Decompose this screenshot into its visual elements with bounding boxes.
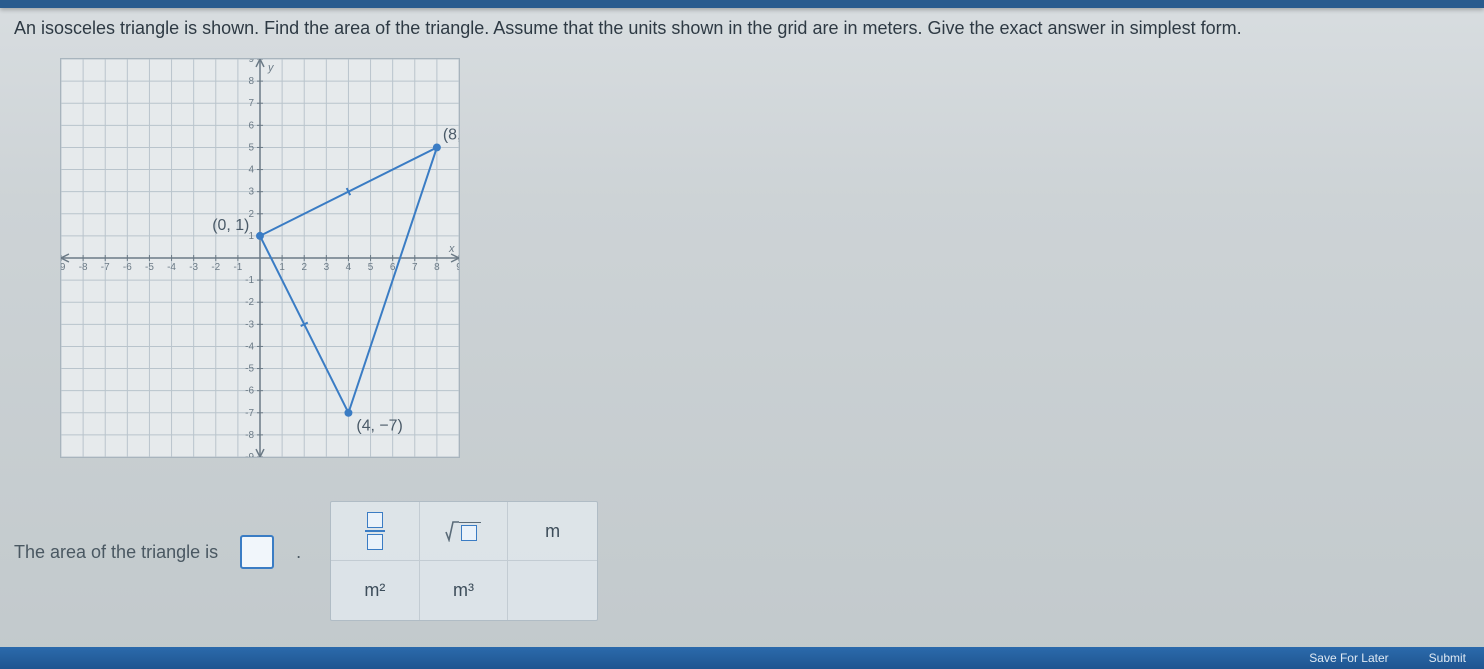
palette-m[interactable]: m [508,502,597,561]
svg-text:(4, −7): (4, −7) [356,418,402,435]
palette-m2[interactable]: m² [331,561,420,620]
palette-fraction[interactable] [331,502,420,561]
svg-text:-5: -5 [145,262,154,273]
svg-text:(0, 1): (0, 1) [212,217,249,234]
answer-label-before: The area of the triangle is [14,542,218,563]
svg-text:9: 9 [248,59,254,65]
coordinate-graph: -9 -8 -7 -6 -5 -4 -3 -2 -1 1 2 3 4 5 6 7 8 9 -9 -8 -7 -6 -5 -4 -… [60,58,460,458]
svg-text:-8: -8 [79,262,88,273]
graph-svg: -9 -8 -7 -6 -5 -4 -3 -2 -1 1 2 3 4 5 6 7 8 9 -9 -8 -7 -6 -5 -4 -… [61,59,459,457]
palette-blank [508,561,597,620]
answer-label-after: . [296,542,301,563]
svg-text:1: 1 [248,231,254,242]
symbol-palette: m m² m³ [330,501,598,621]
answer-input[interactable] [240,535,274,569]
radical-icon [445,520,459,542]
fraction-bar-icon [365,530,385,532]
svg-text:3: 3 [248,187,254,198]
svg-text:-3: -3 [245,319,254,330]
svg-text:1: 1 [279,262,285,273]
svg-text:-7: -7 [101,262,110,273]
svg-text:-9: -9 [245,452,254,457]
title-bar [0,0,1484,8]
svg-text:9: 9 [456,262,459,273]
svg-text:-2: -2 [211,262,220,273]
palette-m3-label: m³ [453,580,474,601]
svg-text:2: 2 [301,262,307,273]
question-prompt: An isosceles triangle is shown. Find the… [14,18,1470,39]
svg-text:8: 8 [434,262,440,273]
svg-text:8: 8 [248,76,254,87]
svg-text:3: 3 [324,262,330,273]
save-for-later-button[interactable]: Save For Later [1309,651,1388,665]
svg-text:-2: -2 [245,297,254,308]
svg-text:-3: -3 [189,262,198,273]
palette-m2-label: m² [364,580,385,601]
svg-text:-6: -6 [123,262,132,273]
svg-text:-7: -7 [245,408,254,419]
svg-text:4: 4 [346,262,352,273]
svg-text:-9: -9 [61,262,66,273]
radicand-icon [461,525,477,541]
palette-m3[interactable]: m³ [420,561,509,620]
svg-text:-4: -4 [167,262,176,273]
svg-text:5: 5 [368,262,374,273]
svg-text:7: 7 [248,98,254,109]
svg-text:-6: -6 [245,386,254,397]
palette-m-label: m [545,521,560,542]
svg-text:-5: -5 [245,364,254,375]
svg-text:-4: -4 [245,341,254,352]
svg-text:-1: -1 [233,262,242,273]
svg-text:2: 2 [248,209,254,220]
footer-bar: Save For Later Submit [0,647,1484,669]
fraction-denominator-icon [367,534,383,550]
svg-text:5: 5 [248,142,254,153]
svg-text:-8: -8 [245,430,254,441]
svg-text:4: 4 [248,165,254,176]
palette-sqrt[interactable] [420,502,509,561]
answer-row: The area of the triangle is . [14,535,301,569]
fraction-numerator-icon [367,512,383,528]
svg-text:x: x [448,243,455,255]
svg-text:-1: -1 [245,275,254,286]
svg-text:6: 6 [248,120,254,131]
submit-button[interactable]: Submit [1429,651,1466,665]
svg-text:7: 7 [412,262,418,273]
svg-text:(8, 5): (8, 5) [443,126,459,143]
